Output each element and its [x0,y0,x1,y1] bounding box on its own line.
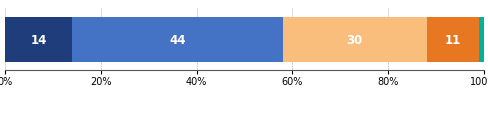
Text: 30: 30 [346,33,362,46]
Bar [426,18,478,62]
Legend: Strongly agree, Agree, Disagree, Strongly disagree, Don't know: Strongly agree, Agree, Disagree, Strongl… [57,113,431,114]
Bar [5,18,72,62]
Bar [72,18,282,62]
Text: 11: 11 [444,33,460,46]
Bar [478,18,483,62]
Text: 44: 44 [169,33,185,46]
Text: 14: 14 [30,33,46,46]
Bar [282,18,426,62]
